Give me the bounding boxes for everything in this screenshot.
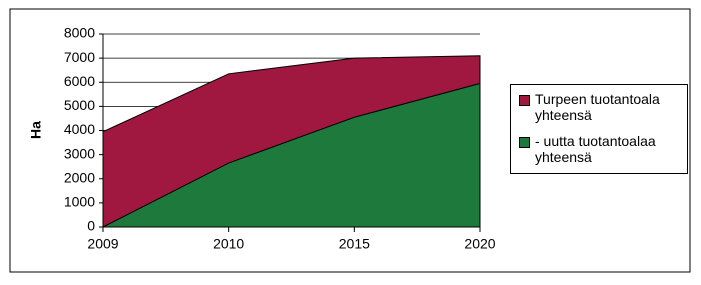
y-tick-label: 0 <box>87 218 95 234</box>
x-tick-label: 2020 <box>464 236 495 252</box>
legend: Turpeen tuotantoala yhteensä - uutta tuot… <box>510 84 688 174</box>
x-tick-label: 2015 <box>339 236 370 252</box>
y-tick-label: 2000 <box>64 169 95 185</box>
legend-entry: - uutta tuotantoalaa yhteensä <box>519 133 685 165</box>
legend-swatch <box>519 95 530 106</box>
y-tick-label: 5000 <box>64 97 95 113</box>
x-tick-label: 2010 <box>213 236 244 252</box>
legend-label: - uutta tuotantoalaa yhteensä <box>535 133 656 165</box>
y-axis-label: Ha <box>28 121 44 139</box>
legend-label: Turpeen tuotantoala yhteensä <box>535 91 660 123</box>
y-tick-label: 4000 <box>64 121 95 137</box>
y-tick-label: 3000 <box>64 145 95 161</box>
y-tick-label: 7000 <box>64 49 95 65</box>
y-tick-label: 1000 <box>64 194 95 210</box>
legend-swatch <box>519 137 530 148</box>
x-tick-label: 2009 <box>87 236 118 252</box>
y-tick-label: 6000 <box>64 73 95 89</box>
legend-entry: Turpeen tuotantoala yhteensä <box>519 91 685 123</box>
y-tick-label: 8000 <box>64 25 95 41</box>
